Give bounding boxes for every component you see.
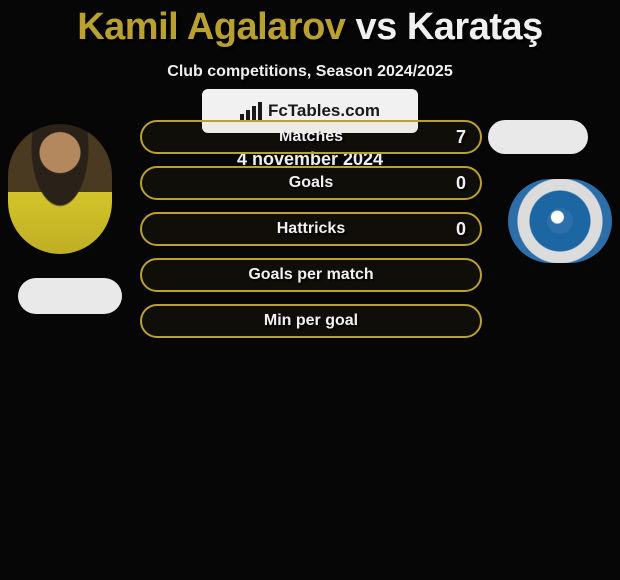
- stats-table: Matches 7 Goals 0 Hattricks 0 Goals per …: [140, 120, 482, 350]
- player2-name: Karataş: [407, 6, 543, 48]
- stat-label: Min per goal: [264, 312, 358, 330]
- brand-text: FcTables.com: [268, 101, 380, 121]
- stat-label: Hattricks: [277, 220, 345, 238]
- player2-club-badge: [508, 179, 612, 263]
- stat-row-matches: Matches 7: [140, 120, 482, 154]
- subtitle: Club competitions, Season 2024/2025: [0, 63, 620, 81]
- stat-row-min-per-goal: Min per goal: [140, 304, 482, 338]
- player1-club-badge: [18, 278, 122, 314]
- vs-text: vs: [356, 6, 397, 48]
- player1-avatar: [8, 124, 112, 254]
- stat-label: Matches: [279, 128, 343, 146]
- stat-right-value: 0: [456, 173, 466, 194]
- player1-name: Kamil Agalarov: [77, 6, 345, 48]
- bar-chart-icon: [240, 102, 262, 120]
- stat-right-value: 0: [456, 219, 466, 240]
- stat-row-hattricks: Hattricks 0: [140, 212, 482, 246]
- stat-row-goals: Goals 0: [140, 166, 482, 200]
- stat-row-goals-per-match: Goals per match: [140, 258, 482, 292]
- stat-right-value: 7: [456, 127, 466, 148]
- player2-club-badge-placeholder: [488, 120, 588, 154]
- stat-label: Goals: [289, 174, 333, 192]
- comparison-title: Kamil Agalarov vs Karataş: [0, 0, 620, 49]
- stat-label: Goals per match: [248, 266, 373, 284]
